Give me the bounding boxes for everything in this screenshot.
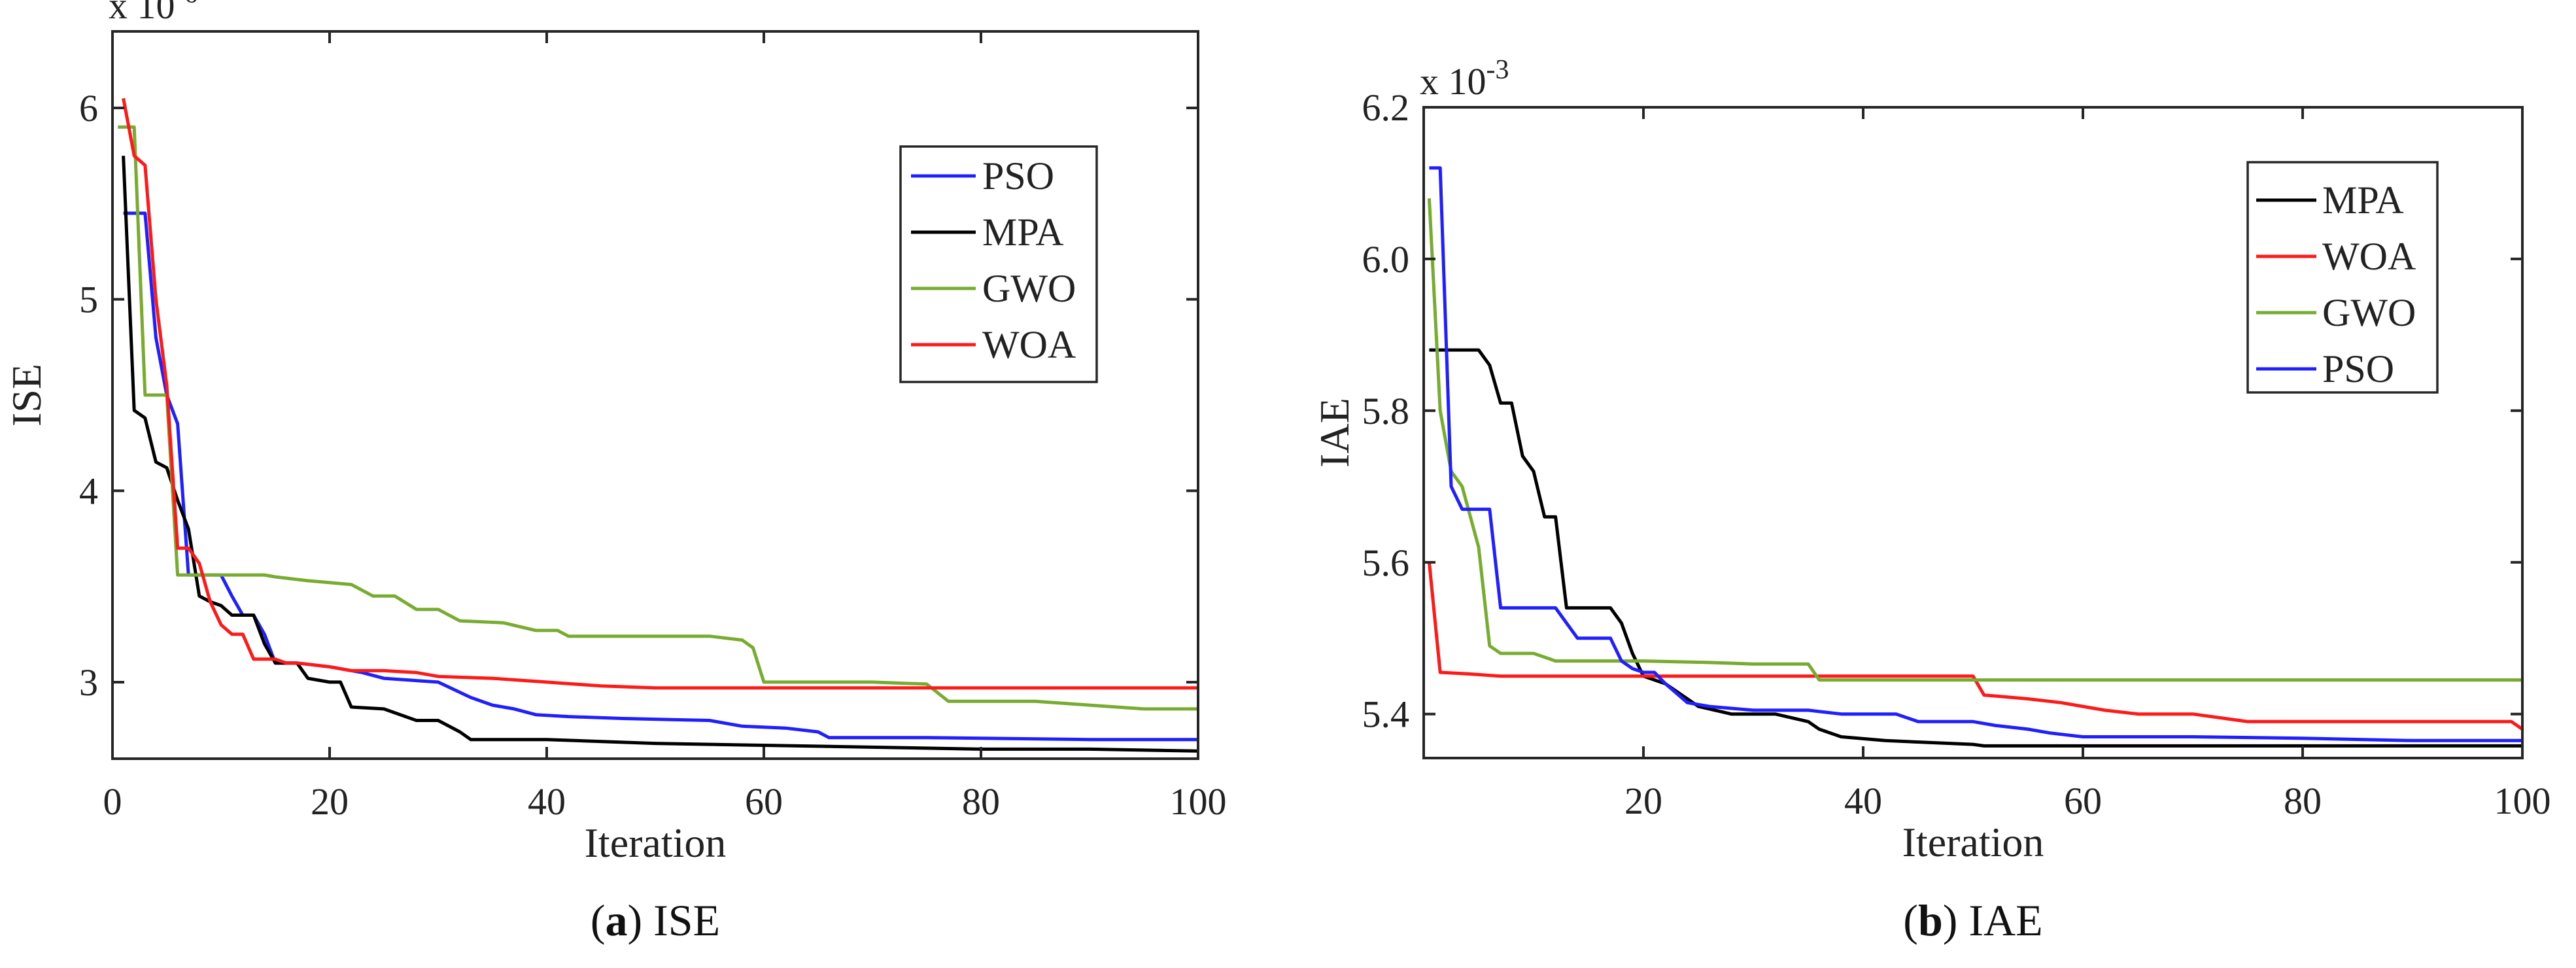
x-tick-label: 60 — [745, 780, 783, 823]
plot-area — [112, 31, 1198, 759]
axes-frame — [1422, 106, 2524, 759]
x-tick-label: 80 — [962, 780, 1000, 823]
y-tick-label: 6.2 — [1362, 86, 1410, 129]
chart-iae: 20 40 60 80 100 5.4 5.6 5.8 6.0 6.2x 10-3 Iteratio… — [1311, 55, 2551, 945]
axes-frame — [111, 30, 1199, 760]
y-tick-label: 4 — [79, 470, 98, 512]
y-tick-label: 6 — [79, 87, 98, 130]
legend-label-gwo: GWO — [982, 267, 1076, 310]
legend-label-woa: WOA — [2322, 235, 2416, 278]
legend-label-gwo: GWO — [2322, 291, 2416, 334]
series-line-gwo — [118, 125, 1198, 711]
x-tick-label: 100 — [2494, 780, 2551, 822]
series-group — [118, 97, 1198, 753]
series-line-pso — [1429, 166, 2522, 742]
y-tick-label: 6.0 — [1362, 238, 1410, 281]
x-tick-label: 20 — [1624, 780, 1662, 822]
x-tick-label: 40 — [528, 780, 566, 823]
chart-ise: 0 20 40 60 80 100 3 4 5 6 x 10-6 Iteration ISE PSO MPA… — [3, 0, 1227, 945]
y-tick-label: 5.4 — [1362, 693, 1410, 736]
legend-label-mpa: MPA — [2322, 179, 2404, 222]
y-axis-title: IAE — [1311, 398, 1358, 468]
x-tick-label: 20 — [311, 780, 349, 823]
x-axis-title: Iteration — [1902, 819, 2044, 865]
axis-exponent: x 10-3 — [1420, 55, 1509, 103]
axis-exponent: x 10-6 — [109, 0, 198, 27]
series-line-woa — [122, 97, 1198, 690]
legend-label-woa: WOA — [982, 323, 1076, 366]
x-tick-label: 60 — [2064, 780, 2102, 822]
figure-caption: (a) ISE — [591, 895, 720, 945]
x-tick-label: 80 — [2284, 780, 2322, 822]
legend-label-pso: PSO — [982, 154, 1054, 198]
y-axis-title: ISE — [3, 364, 50, 426]
series-line-mpa — [122, 156, 1198, 753]
x-tick-label: 100 — [1170, 780, 1227, 823]
y-tick-label: 5 — [79, 279, 98, 321]
figure-caption: (b) IAE — [1903, 895, 2042, 945]
legend-box — [899, 145, 1098, 383]
y-tick-label: 5.8 — [1362, 390, 1410, 432]
series-line-woa — [1427, 562, 2522, 731]
y-tick-label: 5.6 — [1362, 542, 1410, 584]
y-tick-label: 3 — [79, 661, 98, 704]
legend-label-pso: PSO — [2322, 347, 2394, 390]
x-tick-label: 40 — [1844, 780, 1882, 822]
series-group — [1427, 166, 2522, 748]
legend-label-mpa: MPA — [982, 211, 1064, 254]
series-line-gwo — [1427, 198, 2522, 682]
x-tick-label: 0 — [103, 780, 122, 823]
x-axis-title: Iteration — [585, 820, 727, 866]
